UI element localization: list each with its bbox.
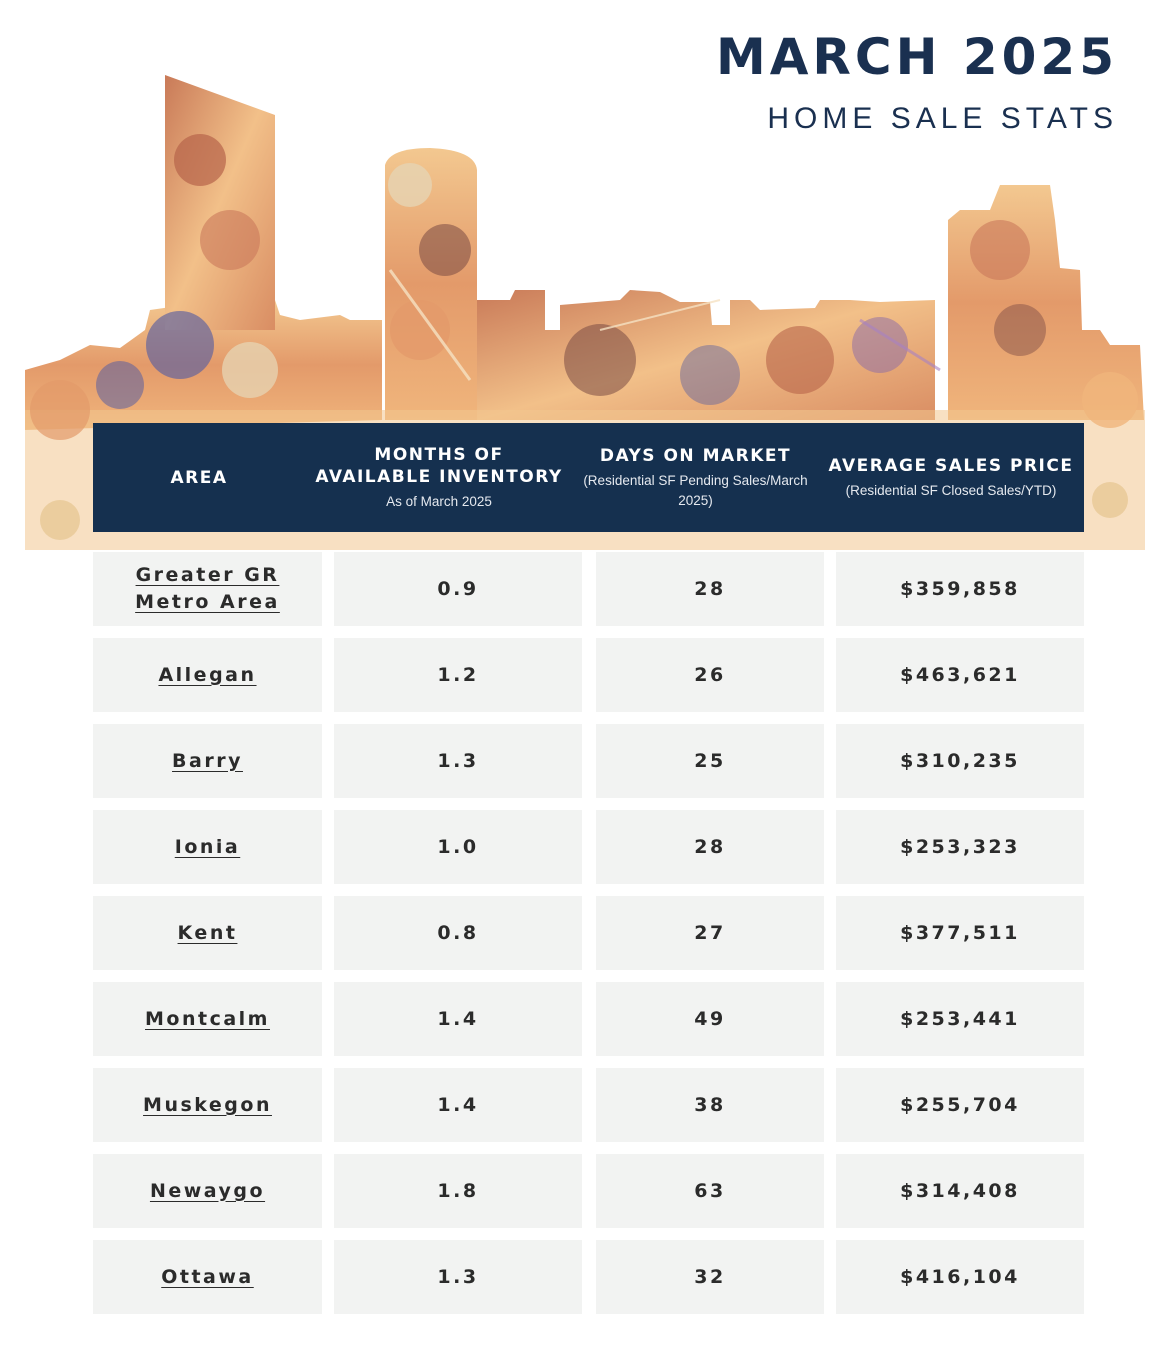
area-link[interactable]: Allegan bbox=[158, 663, 257, 686]
table-row: Ottawa 1.3 32 $416,104 bbox=[93, 1240, 1084, 1314]
days-on-market-cell: 28 bbox=[596, 810, 824, 884]
table-row: Barry 1.3 25 $310,235 bbox=[93, 724, 1084, 798]
average-price-cell: $310,235 bbox=[836, 724, 1084, 798]
inventory-cell: 1.3 bbox=[334, 724, 582, 798]
days-on-market-cell: 26 bbox=[596, 638, 824, 712]
inventory-cell: 1.8 bbox=[334, 1154, 582, 1228]
area-link[interactable]: Muskegon bbox=[143, 1093, 272, 1116]
area-link[interactable]: Ottawa bbox=[161, 1265, 254, 1288]
area-cell: Ionia bbox=[93, 810, 322, 884]
inventory-cell: 1.4 bbox=[334, 1068, 582, 1142]
average-price-cell: $377,511 bbox=[836, 896, 1084, 970]
area-cell: Greater GR Metro Area bbox=[93, 552, 322, 626]
table-row: Montcalm 1.4 49 $253,441 bbox=[93, 982, 1084, 1056]
area-link[interactable]: Barry bbox=[172, 749, 243, 772]
days-on-market-cell: 49 bbox=[596, 982, 824, 1056]
table-row: Allegan 1.2 26 $463,621 bbox=[93, 638, 1084, 712]
page-subtitle: HOME SALE STATS bbox=[767, 102, 1118, 135]
days-on-market-cell: 38 bbox=[596, 1068, 824, 1142]
inventory-cell: 1.4 bbox=[334, 982, 582, 1056]
average-price-cell: $255,704 bbox=[836, 1068, 1084, 1142]
area-cell: Barry bbox=[93, 724, 322, 798]
days-on-market-cell: 28 bbox=[596, 552, 824, 626]
average-price-cell: $253,323 bbox=[836, 810, 1084, 884]
title-block: MARCH 2025 HOME SALE STATS bbox=[716, 26, 1118, 136]
average-price-cell: $253,441 bbox=[836, 982, 1084, 1056]
table-row: Greater GR Metro Area 0.9 28 $359,858 bbox=[93, 552, 1084, 626]
days-on-market-cell: 32 bbox=[596, 1240, 824, 1314]
days-on-market-cell: 27 bbox=[596, 896, 824, 970]
inventory-cell: 1.2 bbox=[334, 638, 582, 712]
area-cell: Ottawa bbox=[93, 1240, 322, 1314]
area-link[interactable]: Kent bbox=[177, 921, 238, 944]
days-on-market-cell: 25 bbox=[596, 724, 824, 798]
area-link[interactable]: Greater GR Metro Area bbox=[135, 564, 280, 613]
column-header-inventory: MONTHS OF AVAILABLE INVENTORY As of Marc… bbox=[315, 444, 563, 509]
table-header: AREA MONTHS OF AVAILABLE INVENTORY As of… bbox=[93, 423, 1084, 532]
average-price-cell: $314,408 bbox=[836, 1154, 1084, 1228]
area-cell: Montcalm bbox=[93, 982, 322, 1056]
average-price-cell: $359,858 bbox=[836, 552, 1084, 626]
inventory-cell: 0.8 bbox=[334, 896, 582, 970]
column-header-average-price: AVERAGE SALES PRICE (Residential SF Clos… bbox=[828, 455, 1074, 498]
area-cell: Muskegon bbox=[93, 1068, 322, 1142]
area-cell: Newaygo bbox=[93, 1154, 322, 1228]
area-cell: Kent bbox=[93, 896, 322, 970]
stats-table-body: Greater GR Metro Area 0.9 28 $359,858 Al… bbox=[93, 552, 1084, 1326]
average-price-cell: $416,104 bbox=[836, 1240, 1084, 1314]
column-header-days-on-market: DAYS ON MARKET (Residential SF Pending S… bbox=[583, 445, 808, 508]
area-link[interactable]: Montcalm bbox=[145, 1007, 270, 1030]
page-title: MARCH 2025 bbox=[715, 28, 1118, 86]
table-row: Kent 0.8 27 $377,511 bbox=[93, 896, 1084, 970]
days-on-market-cell: 63 bbox=[596, 1154, 824, 1228]
table-row: Ionia 1.0 28 $253,323 bbox=[93, 810, 1084, 884]
area-link[interactable]: Ionia bbox=[174, 835, 241, 858]
inventory-cell: 0.9 bbox=[334, 552, 582, 626]
area-link[interactable]: Newaygo bbox=[149, 1179, 266, 1202]
average-price-cell: $463,621 bbox=[836, 638, 1084, 712]
inventory-cell: 1.3 bbox=[334, 1240, 582, 1314]
area-cell: Allegan bbox=[93, 638, 322, 712]
inventory-cell: 1.0 bbox=[334, 810, 582, 884]
table-row: Newaygo 1.8 63 $314,408 bbox=[93, 1154, 1084, 1228]
table-row: Muskegon 1.4 38 $255,704 bbox=[93, 1068, 1084, 1142]
column-header-area: AREA bbox=[170, 467, 228, 488]
